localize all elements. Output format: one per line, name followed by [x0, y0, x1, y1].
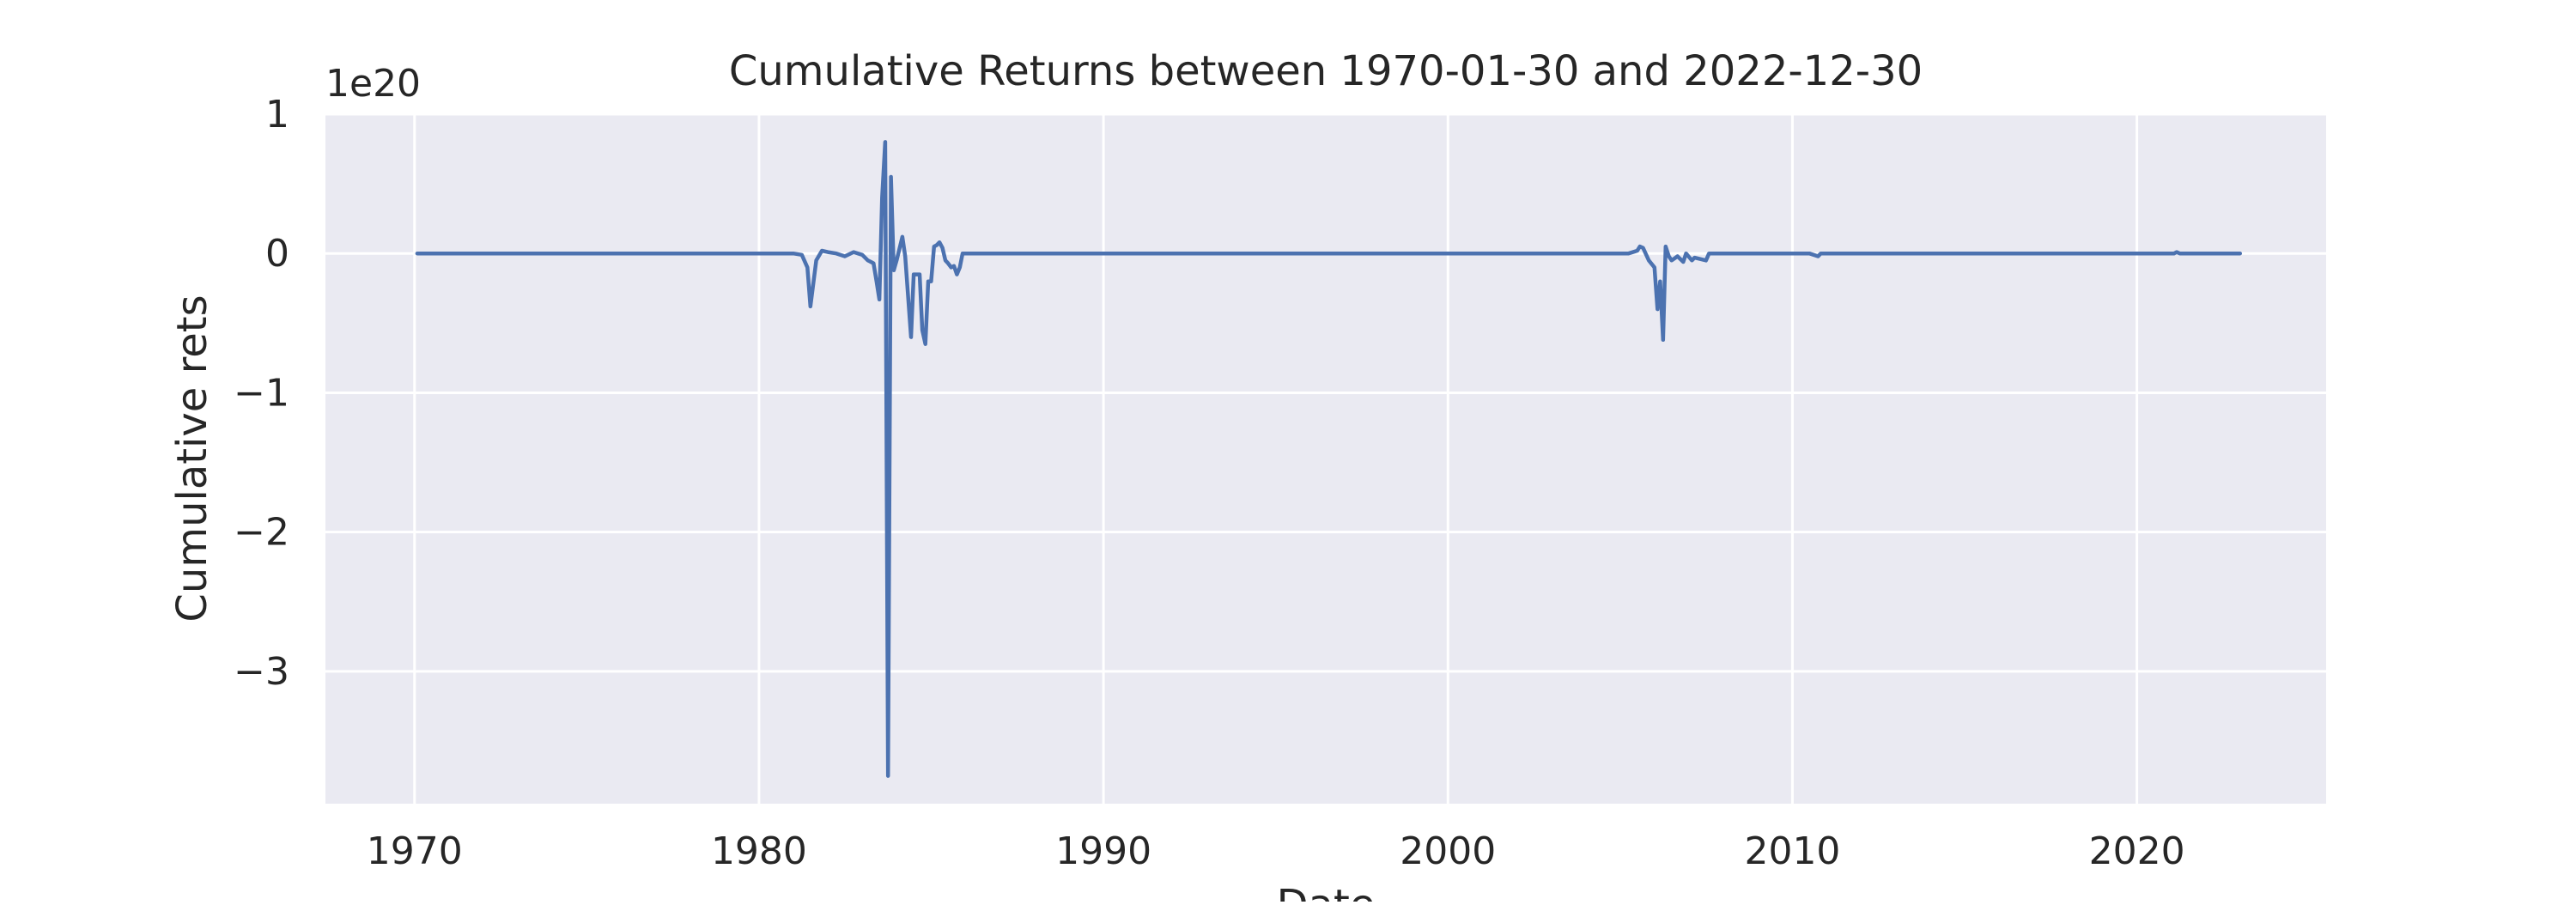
y-tick-labels: 1 0 −1 −2 −3 — [234, 93, 289, 694]
y-tick-label: −2 — [234, 511, 289, 555]
x-tick-label: 2010 — [1744, 829, 1840, 873]
x-tick-label: 1990 — [1055, 829, 1151, 873]
y-tick-label: 1 — [265, 93, 289, 137]
x-tick-label: 2020 — [2089, 829, 2185, 873]
y-axis-offset-label: 1e20 — [325, 62, 421, 106]
grid-lines — [325, 112, 2326, 804]
y-tick-label: 0 — [265, 232, 289, 276]
x-tick-label: 1980 — [711, 829, 807, 873]
y-tick-label: −1 — [234, 371, 289, 415]
series-layer — [415, 140, 2243, 778]
x-axis-label: Date — [1277, 881, 1376, 902]
x-tick-labels: 1970 1980 1990 2000 2010 2020 — [367, 829, 2185, 873]
x-tick-label: 2000 — [1400, 829, 1496, 873]
plot-background — [325, 114, 2326, 804]
chart-title: Cumulative Returns between 1970-01-30 an… — [729, 47, 1923, 95]
series-line — [415, 140, 2243, 778]
y-tick-label: −3 — [234, 650, 289, 694]
x-tick-label: 1970 — [367, 829, 463, 873]
y-axis-label: Cumulative rets — [168, 295, 216, 622]
